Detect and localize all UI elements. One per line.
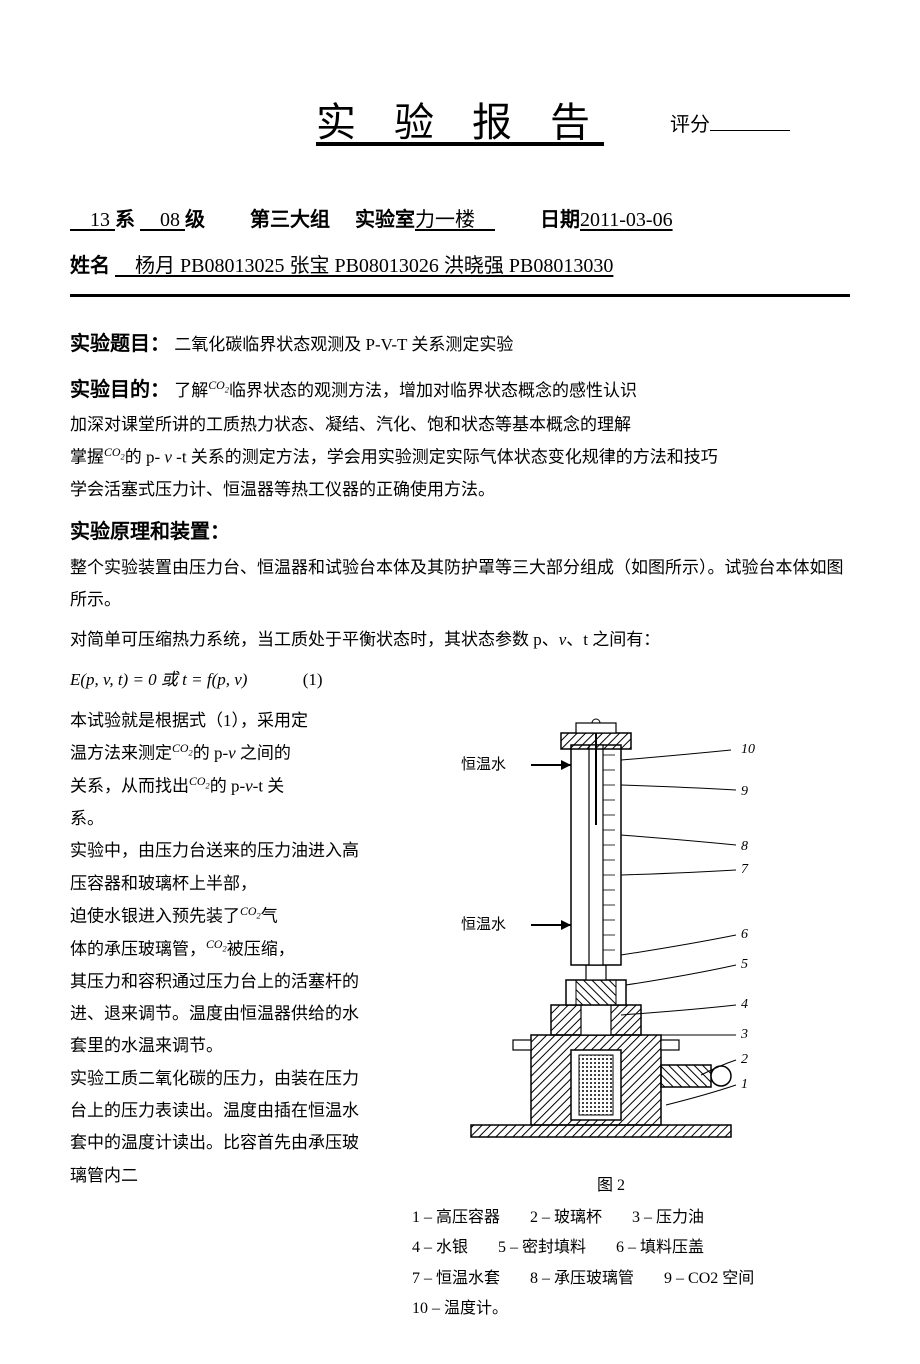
legend-item-3: 3 – 压力油	[632, 1203, 704, 1233]
co2-inline-1: CO2	[208, 378, 229, 392]
legend-item-8: 8 – 承压玻璃管	[530, 1264, 634, 1294]
grade-num: 08	[140, 209, 185, 231]
svg-text:5: 5	[741, 957, 748, 972]
goal-line-0a: 了解	[174, 381, 208, 400]
name-label: 姓名	[70, 255, 110, 277]
goal-line-3: 学会活塞式压力计、恒温器等热工仪器的正确使用方法。	[70, 480, 495, 499]
left-l1a: 温方法来测定	[70, 744, 172, 763]
right-column-figure: 恒温水 恒温水	[372, 705, 850, 1325]
principle-label: 实验原理和装置：	[70, 521, 230, 543]
apparatus-diagram: 恒温水 恒温水	[401, 705, 821, 1165]
goal-line-2c: -t 关系的测定方法，学会用实验测定实际气体状态变化规律的方法和技巧	[172, 448, 718, 467]
dept-num: 13	[70, 209, 115, 231]
goal-block: 实验目的： 了解CO2临界状态的观测方法，增加对临界状态概念的感性认识 加深对课…	[70, 371, 850, 507]
legend-item-7: 7 – 恒温水套	[412, 1264, 500, 1294]
goal-line-2a: 掌握	[70, 448, 104, 467]
co2-inline-5: CO2	[240, 904, 261, 918]
left-l2a: 关系，从而找出	[70, 777, 189, 796]
figure-wrap: 恒温水 恒温水	[372, 705, 850, 1325]
goal-line-0b: 临界状态的观测方法，增加对临界状态概念的感性认识	[229, 381, 637, 400]
goal-line-2b: 的 p-	[125, 448, 165, 467]
left-l5b: 气	[261, 906, 278, 925]
left-l7: 其压力和容积通过压力台上的活塞杆的进、退来调节。温度由恒温器供给的水套里的水温来…	[70, 972, 359, 1056]
left-l3: 系。	[70, 809, 104, 828]
date-value: 2011-03-06	[580, 209, 673, 231]
svg-text:10: 10	[741, 742, 755, 757]
left-column-text: 本试验就是根据式（1），采用定 温方法来测定CO2的 p-v 之间的 关系，从而…	[70, 705, 360, 1192]
svg-text:7: 7	[741, 862, 749, 877]
left-l1c: 之间的	[236, 744, 291, 763]
legend-item-2: 2 – 玻璃杯	[530, 1203, 602, 1233]
legend-item-9: 9 – CO2 空间	[664, 1264, 754, 1294]
left-l5a: 迫使水银进入预先装了	[70, 906, 240, 925]
principle-p2a: 对简单可压缩热力系统，当工质处于平衡状态时，其状态参数 p、	[70, 630, 559, 649]
svg-text:9: 9	[741, 784, 748, 799]
room-value: 力一楼	[415, 209, 495, 231]
left-l0: 本试验就是根据式（1），采用定	[70, 711, 308, 730]
svg-text:4: 4	[741, 997, 748, 1012]
left-l2c: -t 关	[253, 777, 285, 796]
two-column-region: 本试验就是根据式（1），采用定 温方法来测定CO2的 p-v 之间的 关系，从而…	[70, 705, 850, 1325]
equation: E(p, v, t) = 0 或 t = f(p, v)	[70, 670, 247, 689]
left-l6a: 体的承压玻璃管，	[70, 939, 206, 958]
group: 第三大组	[250, 209, 330, 231]
legend-item-4: 4 – 水银	[412, 1233, 468, 1263]
svg-text:1: 1	[741, 1077, 748, 1092]
figure-caption: 图 2	[372, 1171, 850, 1195]
grade-suffix: 级	[185, 209, 205, 231]
principle-label-row: 实验原理和装置：	[70, 515, 850, 544]
svg-text:8: 8	[741, 839, 748, 854]
score-label: 评分	[670, 108, 790, 137]
left-l2b: 的 p-	[210, 777, 245, 796]
water-label-bottom: 恒温水	[461, 916, 506, 933]
water-label-top: 恒温水	[461, 756, 506, 773]
left-l6b: 被压缩，	[227, 939, 295, 958]
report-title: 实 验 报 告	[316, 90, 604, 148]
v-italic-3: v	[228, 744, 236, 763]
date-label: 日期	[540, 209, 580, 231]
principle-p1: 整个实验装置由压力台、恒温器和试验台本体及其防护罩等三大部分组成（如图所示）。试…	[70, 552, 850, 617]
co2-inline-6: CO2	[206, 937, 227, 951]
left-l1b: 的 p-	[193, 744, 228, 763]
topic-row: 实验题目： 二氧化碳临界状态观测及 P-V-T 关系测定实验	[70, 325, 850, 363]
svg-text:6: 6	[741, 927, 748, 942]
legend-item-5: 5 – 密封填料	[498, 1233, 586, 1263]
co2-inline-2: CO2	[104, 445, 125, 459]
names-value: 杨月 PB08013025 张宝 PB08013026 洪晓强 PB080130…	[115, 255, 613, 277]
topic-label: 实验题目：	[70, 333, 170, 355]
principle-p2: 对简单可压缩热力系统，当工质处于平衡状态时，其状态参数 p、v、t 之间有：	[70, 624, 850, 656]
legend-item-10: 10 – 温度计。	[412, 1294, 508, 1324]
co2-inline-3: CO2	[172, 741, 193, 755]
principle-p2b: 、t 之间有：	[566, 630, 660, 649]
co2-inline-4: CO2	[189, 774, 210, 788]
goal-line-1: 加深对课堂所讲的工质热力状态、凝结、汽化、饱和状态等基本概念的理解	[70, 415, 631, 434]
room-label: 实验室	[355, 209, 415, 231]
score-label-text: 评分	[670, 114, 710, 136]
left-l8: 实验工质二氧化碳的压力，由装在压力台上的压力表读出。温度由插在恒温水套中的温度计…	[70, 1069, 359, 1185]
dept-suffix: 系	[115, 209, 135, 231]
thick-separator	[70, 294, 850, 297]
legend-item-1: 1 – 高压容器	[412, 1203, 500, 1233]
figure-legend: 1 – 高压容器 2 – 玻璃杯 3 – 压力油 4 – 水银 5 – 密封填料…	[412, 1203, 850, 1325]
score-blank-line	[710, 130, 790, 131]
info-row-2: 姓名 杨月 PB08013025 张宝 PB08013026 洪晓强 PB080…	[70, 244, 850, 288]
page: 实 验 报 告 评分 13 系 08 级 第三大组 实验室力一楼 日期2011-…	[0, 0, 920, 1364]
info-row-1: 13 系 08 级 第三大组 实验室力一楼 日期2011-03-06	[70, 198, 850, 242]
v-italic-1: v	[164, 448, 172, 467]
goal-label: 实验目的：	[70, 379, 170, 401]
svg-text:2: 2	[741, 1052, 748, 1067]
legend-item-6: 6 – 填料压盖	[616, 1233, 704, 1263]
equation-row: E(p, v, t) = 0 或 t = f(p, v) (1)	[70, 664, 850, 696]
equation-num: (1)	[303, 670, 323, 689]
title-row: 实 验 报 告 评分	[70, 90, 850, 148]
left-l4: 实验中，由压力台送来的压力油进入高压容器和玻璃杯上半部，	[70, 841, 359, 892]
topic-text: 二氧化碳临界状态观测及 P-V-T 关系测定实验	[174, 335, 513, 354]
v-italic-4: v	[245, 777, 253, 796]
svg-text:3: 3	[740, 1027, 748, 1042]
